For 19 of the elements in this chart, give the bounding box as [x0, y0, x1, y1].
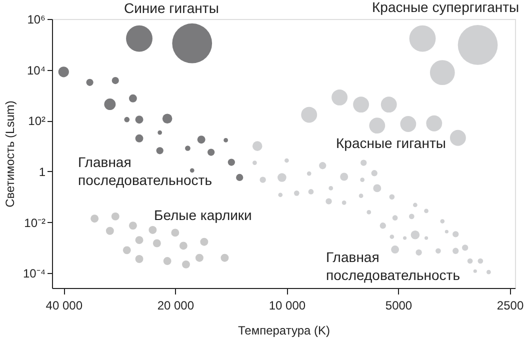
annotation: Красные гиганты [336, 135, 446, 151]
y-tick-label: 10⁻⁴ [22, 266, 46, 281]
text: Синие гиганты [124, 0, 219, 16]
x-tick-label: 20 000 [157, 298, 194, 312]
x-tick-label: 2500 [496, 298, 524, 312]
text: Красные супергиганты [372, 0, 520, 15]
x-tick-label: 5000 [385, 298, 412, 312]
y-tick-label: 10⁻² [24, 216, 46, 230]
annotation: Главная последовательность [326, 249, 460, 283]
y-tick-label: 10⁶ [27, 12, 46, 26]
y-tick-label: 10² [28, 114, 46, 128]
annotation: Главная последовательность [78, 154, 212, 188]
annotation: Белые карлики [154, 207, 252, 223]
x-tick-label: 10 000 [268, 298, 306, 312]
x-tick-label: 40 000 [46, 298, 83, 312]
y-axis-title: Светимость (Lsum) [2, 100, 17, 208]
x-axis-title: Температура (K) [238, 324, 330, 338]
y-tick-label: 1 [38, 164, 46, 179]
y-tick-label: 10⁴ [26, 63, 46, 78]
